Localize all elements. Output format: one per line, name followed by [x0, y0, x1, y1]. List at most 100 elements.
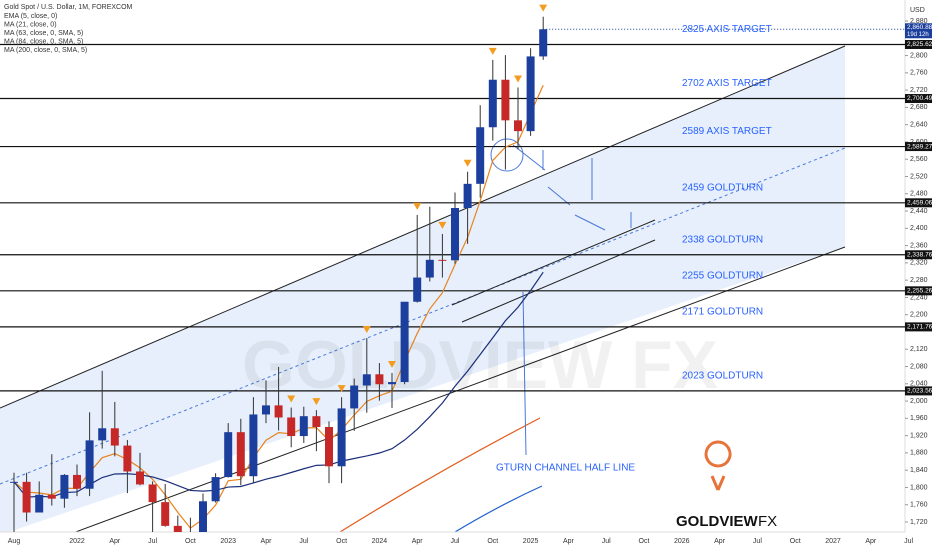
y-tick-label: 2,520: [910, 173, 928, 180]
level-tag: [905, 250, 932, 260]
x-tick-label: Jul: [602, 538, 611, 545]
candle-body: [337, 408, 346, 467]
level-name: 2702 AXIS TARGET: [682, 78, 772, 89]
y-tick-label: 2,800: [910, 52, 928, 59]
indicator-label: MA (21, close, 0): [4, 21, 57, 28]
level-name: 2255 GOLDTURN: [682, 270, 763, 281]
level-label: 2,023.56: [907, 388, 932, 395]
level-label: 2,171.76: [907, 324, 932, 331]
level-label: 2,700.49: [907, 95, 932, 102]
candle-body: [375, 374, 384, 385]
level-label: 2,255.26: [907, 288, 932, 295]
candle-body: [451, 208, 459, 261]
last-price-tag: [905, 23, 932, 39]
ma-84: [454, 485, 543, 532]
candle-body: [110, 428, 119, 446]
candle-body: [262, 405, 270, 415]
last-price-label: 2,860.88: [907, 24, 932, 31]
watermark: GOLDVIEW FX: [242, 327, 718, 403]
candle-body: [501, 79, 510, 121]
candle-body: [224, 432, 233, 478]
candle-body: [526, 56, 535, 132]
x-tick-label: Jul: [753, 538, 762, 545]
level-name: 2459 GOLDTURN: [682, 182, 763, 193]
x-tick-label: Apr: [865, 538, 877, 545]
x-tick-label: Jul: [148, 538, 157, 545]
signal-triangle: [539, 4, 548, 12]
y-tick-label: 1,920: [910, 432, 928, 439]
signal-triangle: [413, 202, 422, 210]
candle-body: [400, 301, 409, 383]
level-label: 2,825.62: [907, 41, 932, 48]
x-tick-label: Apr: [412, 538, 424, 545]
signal-triangle: [514, 75, 522, 83]
level-label: 2,589.27: [907, 143, 932, 150]
level-name: 2023 GOLDTURN: [682, 371, 763, 382]
y-tick-label: 1,880: [910, 450, 928, 457]
candle-body: [488, 79, 497, 128]
candle-body: [47, 494, 56, 499]
level-label: 2,338.76: [907, 251, 932, 258]
signal-triangle: [287, 395, 296, 403]
x-tick-label: Oct: [487, 538, 498, 545]
logo-icon: [704, 440, 732, 491]
channel-upper: [0, 45, 846, 409]
candle-body: [325, 426, 333, 467]
y-tick-label: 2,880: [910, 18, 928, 25]
decor: [0, 45, 846, 532]
channel-lower: [74, 246, 846, 532]
logo-suffix: FX: [758, 513, 777, 530]
y-tick-label: 2,440: [910, 208, 928, 215]
indicator-label: MA (200, close, 0, SMA, 5): [4, 47, 87, 54]
candle-body: [136, 471, 144, 485]
candle-body: [98, 428, 107, 441]
candle-body: [10, 481, 18, 483]
y-tick-label: 1,800: [910, 484, 928, 491]
candle-body: [476, 127, 485, 184]
candle-body: [274, 405, 283, 418]
level-name: 2338 GOLDTURN: [682, 234, 763, 245]
candle-body: [85, 440, 94, 489]
x-tick-label: 2024: [372, 538, 388, 545]
level-tag: [905, 94, 932, 104]
x-tick-label: 2025: [523, 538, 539, 545]
signal-triangle: [438, 221, 447, 229]
y-tick-label: 2,120: [910, 346, 928, 353]
candle-body: [22, 481, 31, 513]
candle-body: [413, 277, 422, 302]
y-tick-label: 2,760: [910, 70, 928, 77]
y-tick-label: 2,640: [910, 121, 928, 128]
candle-body: [173, 525, 182, 532]
y-tick-label: 1,960: [910, 415, 928, 422]
inner-line: [461, 239, 656, 323]
level-tag: [905, 286, 932, 296]
candle-body: [362, 374, 371, 386]
level-name: 2171 GOLDTURN: [682, 307, 763, 318]
signal-triangle: [388, 360, 396, 368]
signal-triangle: [488, 47, 497, 55]
axis-currency: USD: [910, 7, 925, 14]
candle-body: [161, 502, 170, 526]
level-label: 2,459.06: [907, 200, 932, 207]
candle-body: [438, 259, 447, 261]
y-tick-label: 2,200: [910, 312, 928, 319]
level-tag: [905, 142, 932, 152]
y-tick-label: 2,560: [910, 156, 928, 163]
x-tick-label: Oct: [185, 538, 196, 545]
signal-triangle: [362, 326, 371, 334]
candle-body: [73, 474, 81, 489]
circle: [490, 138, 524, 172]
x-tick-label: 2022: [69, 538, 85, 545]
level-name: 2589 AXIS TARGET: [682, 126, 772, 137]
y-tick-label: 1,720: [910, 519, 928, 526]
x-tick-label: Apr: [563, 538, 575, 545]
y-tick-label: 2,280: [910, 277, 928, 284]
logo-text: GOLDVIEW: [676, 513, 759, 530]
candle-body: [425, 259, 434, 278]
symbol-title: Gold Spot / U.S. Dollar, 1M, FOREXCOM: [4, 4, 133, 11]
indicator-label: MA (63, close, 0, SMA, 5): [4, 30, 83, 37]
x-tick-label: Jul: [451, 538, 460, 545]
candle-body: [539, 29, 548, 57]
candle-body: [388, 382, 396, 385]
